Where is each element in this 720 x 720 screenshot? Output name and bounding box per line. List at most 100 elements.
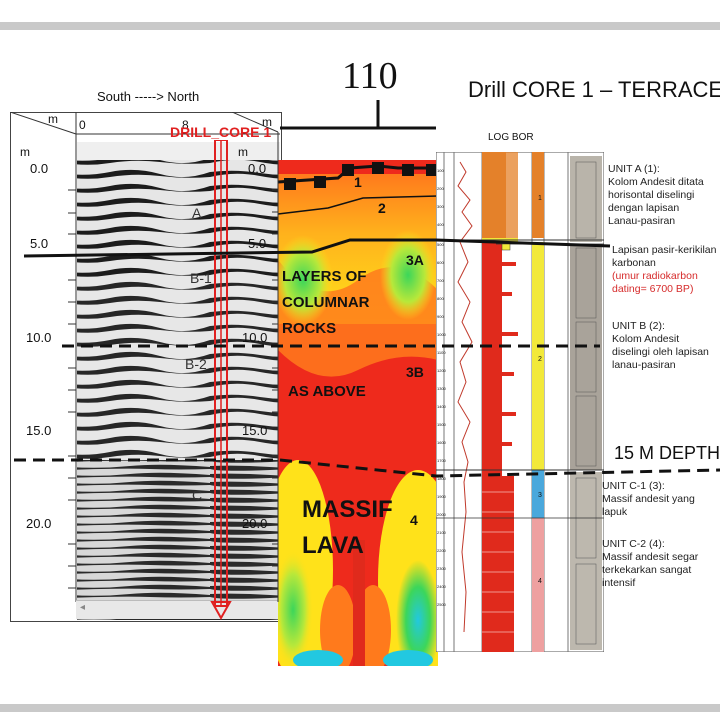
log-tick: 100	[437, 168, 444, 173]
log-tick: 400	[437, 222, 444, 227]
log-tick: 2400	[437, 584, 446, 589]
gpr-depth-10: 10.0	[26, 330, 52, 345]
log-unit-2: 2	[538, 356, 542, 363]
gpr-depth-15: 15.0	[26, 423, 52, 438]
log-tick: 700	[437, 278, 444, 283]
desc-line: karbonan	[612, 257, 656, 269]
log-tick: 1900	[437, 494, 446, 499]
gpr-unit-a: A	[192, 205, 202, 221]
gpr-axis-zero: 0	[79, 118, 86, 132]
gpr-unit-b1: B-1	[190, 270, 212, 286]
desc-line-red: dating= 6700 BP)	[612, 283, 694, 295]
top-border-bar	[0, 22, 720, 30]
resistivity-depth-axis	[232, 112, 279, 602]
desc-line: Kolom Andesit	[612, 333, 680, 345]
log-tick: 1200	[437, 368, 446, 373]
log-tick: 1100	[437, 350, 446, 355]
desc-line: horisontal diselingi	[608, 189, 695, 201]
direction-label: South -----> North	[97, 89, 200, 104]
log-tick: 2000	[437, 512, 446, 517]
label-as-above: AS ABOVE	[288, 383, 366, 400]
desc-line: Kolom Andesit ditata	[608, 176, 704, 188]
desc-line: UNIT C-1 (3):	[602, 480, 665, 492]
desc-line-red: (umur radiokarbon	[612, 270, 698, 282]
depth-callout: 15 M DEPTH	[614, 443, 720, 463]
desc-line: Lanau-pasiran	[608, 215, 676, 227]
label-columnar-line2: COLUMNAR	[282, 294, 370, 311]
desc-line: Massif andesit segar	[602, 551, 699, 563]
scroll-left-arrow-icon[interactable]: ◂	[80, 602, 86, 613]
desc-line: terkekarkan sangat	[602, 564, 692, 576]
desc-carbon: Lapisan pasir-kerikilan karbonan (umur r…	[612, 244, 716, 296]
res-layer-1: 1	[354, 174, 362, 190]
desc-line: UNIT B (2):	[612, 320, 665, 332]
label-massif-lava: MASSIF LAVA	[302, 492, 393, 564]
bottom-border-bar	[0, 704, 720, 712]
log-tick: 2200	[437, 548, 446, 553]
label-lava: LAVA	[302, 532, 364, 559]
gpr-m-top: m	[48, 112, 58, 126]
resistivity-section	[278, 160, 438, 666]
section-number: 110	[342, 55, 398, 97]
desc-line: lapuk	[602, 506, 628, 518]
desc-unit-c2: UNIT C-2 (4): Massif andesit segar terke…	[602, 538, 698, 590]
res-layer-3a: 3A	[406, 252, 424, 268]
log-tick: 600	[437, 260, 444, 265]
log-tick: 1400	[437, 404, 446, 409]
desc-line: intensif	[602, 577, 636, 589]
res-depth-15: 15.0	[242, 423, 268, 438]
log-tick: 1700	[437, 458, 446, 463]
res-layer-2: 2	[378, 200, 386, 216]
res-layer-3b: 3B	[406, 364, 424, 380]
desc-line: UNIT C-2 (4):	[602, 538, 665, 550]
desc-line: Lapisan pasir-kerikilan	[612, 244, 717, 256]
log-tick: 1600	[437, 440, 446, 445]
desc-unit-a: UNIT A (1): Kolom Andesit ditata horison…	[608, 163, 704, 228]
drill-core-label: DRILL_CORE 1	[170, 124, 272, 140]
log-tick: 900	[437, 314, 444, 319]
gpr-panel-graphics	[10, 112, 280, 620]
drill-core-arrow	[210, 140, 232, 621]
log-tick: 1500	[437, 422, 446, 427]
res-depth-0: 0.0	[248, 161, 267, 176]
gpr-unit-b2: B-2	[185, 356, 207, 372]
desc-unit-b: UNIT B (2): Kolom Andesit diselingi oleh…	[612, 320, 709, 372]
desc-line: dengan lapisan	[608, 202, 680, 214]
log-unit-4: 4	[538, 578, 542, 585]
log-depth-axis: 100 200 300 400 500 600 700 800 900 1000…	[437, 152, 447, 652]
log-unit-3: 3	[538, 492, 542, 499]
gpr-depth-20: 20.0	[26, 516, 52, 531]
label-columnar-rocks: LAYERS OF COLUMNAR ROCKS	[282, 264, 370, 342]
log-tick: 2300	[437, 566, 446, 571]
res-depth-5: 5.0	[248, 236, 267, 251]
gpr-depth-0: 0.0	[30, 161, 49, 176]
gpr-axis-eight: 8	[182, 118, 189, 132]
log-tick: 800	[437, 296, 444, 301]
log-unit-1: 1	[538, 195, 542, 202]
drill-log-columns	[436, 152, 604, 652]
log-tick: 2500	[437, 602, 446, 607]
label-columnar-line3: ROCKS	[282, 320, 337, 337]
res-m-left: m	[238, 145, 248, 159]
desc-line: lanau-pasiran	[612, 359, 676, 371]
core-title: Drill CORE 1 – TERRACE	[468, 77, 720, 102]
gpr-depth-5: 5.0	[30, 236, 49, 251]
label-columnar-line1: LAYERS OF	[282, 268, 367, 285]
gpr-unit-c: C	[192, 487, 203, 503]
res-layer-4: 4	[410, 512, 418, 528]
desc-line: diselingi oleh lapisan	[612, 346, 709, 358]
log-tick: 2100	[437, 530, 446, 535]
gpr-m-left: m	[20, 145, 30, 159]
desc-line: UNIT A (1):	[608, 163, 660, 175]
res-m-top: m	[262, 115, 272, 129]
desc-line: Massif andesit yang	[602, 493, 695, 505]
log-tick: 1300	[437, 386, 446, 391]
log-title: LOG BOR	[488, 132, 534, 143]
log-tick: 300	[437, 204, 444, 209]
log-tick: 500	[437, 242, 444, 247]
desc-unit-c1: UNIT C-1 (3): Massif andesit yang lapuk	[602, 480, 695, 519]
res-depth-10: 10.0	[242, 330, 268, 345]
label-massif: MASSIF	[302, 496, 393, 523]
log-tick: 200	[437, 186, 444, 191]
log-tick: 1800	[437, 476, 446, 481]
